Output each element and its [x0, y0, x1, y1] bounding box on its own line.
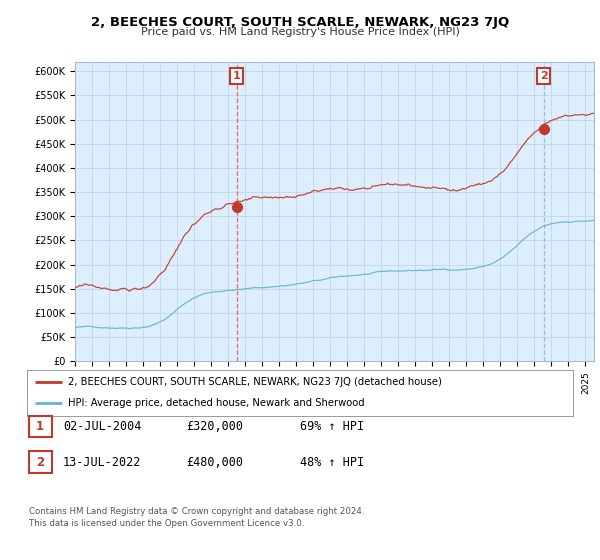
Text: £320,000: £320,000	[186, 420, 243, 433]
Text: 2: 2	[540, 71, 548, 81]
Text: Price paid vs. HM Land Registry's House Price Index (HPI): Price paid vs. HM Land Registry's House …	[140, 27, 460, 37]
Text: 2, BEECHES COURT, SOUTH SCARLE, NEWARK, NG23 7JQ (detached house): 2, BEECHES COURT, SOUTH SCARLE, NEWARK, …	[68, 377, 442, 387]
Text: Contains HM Land Registry data © Crown copyright and database right 2024.
This d: Contains HM Land Registry data © Crown c…	[29, 507, 364, 528]
Text: 48% ↑ HPI: 48% ↑ HPI	[300, 455, 364, 469]
Text: 2: 2	[36, 455, 44, 469]
Text: 1: 1	[233, 71, 241, 81]
Text: £480,000: £480,000	[186, 455, 243, 469]
Text: HPI: Average price, detached house, Newark and Sherwood: HPI: Average price, detached house, Newa…	[68, 398, 365, 408]
Text: 1: 1	[36, 420, 44, 433]
Text: 69% ↑ HPI: 69% ↑ HPI	[300, 420, 364, 433]
Text: 02-JUL-2004: 02-JUL-2004	[63, 420, 142, 433]
Text: 13-JUL-2022: 13-JUL-2022	[63, 455, 142, 469]
Text: 2, BEECHES COURT, SOUTH SCARLE, NEWARK, NG23 7JQ: 2, BEECHES COURT, SOUTH SCARLE, NEWARK, …	[91, 16, 509, 29]
